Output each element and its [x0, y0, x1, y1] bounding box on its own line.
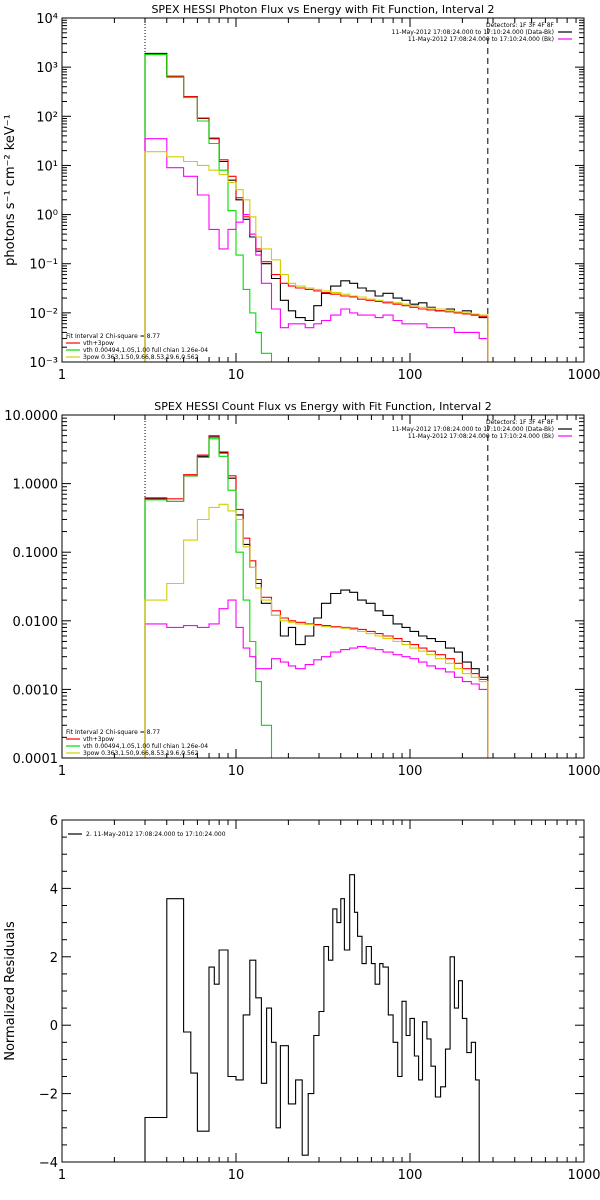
plot-frame — [61, 17, 585, 363]
plot-frame — [61, 414, 585, 759]
chart-title: SPEX HESSI Count Flux vs Energy with Fit… — [154, 400, 491, 413]
x-tick-label: 10 — [228, 368, 245, 383]
chart-title: SPEX HESSI Photon Flux vs Energy with Fi… — [151, 3, 494, 16]
series-line-1 — [144, 53, 489, 362]
x-tick-label: 10 — [228, 1168, 245, 1183]
y-tick-label: 10⁻² — [29, 307, 58, 322]
legend-entry: Detectors: 1F 3F 4F 8F — [486, 22, 555, 29]
y-tick-label: 10⁻¹ — [29, 258, 58, 273]
legend-entry: vth+3pow — [83, 736, 114, 743]
y-axis-label: Normalized Residuals — [3, 921, 18, 1061]
legend-entry: vth 0.00494,1.05,1.00 full chian 1.26e-0… — [83, 347, 208, 354]
series-line-2 — [144, 438, 273, 758]
legend-entry: Fit Interval 2 Chi-square = 8.77 — [66, 729, 160, 736]
legend-entry: Fit Interval 2 Chi-square = 8.77 — [66, 333, 160, 340]
y-tick-label: 10² — [36, 110, 58, 125]
y-tick-label: 10.0000 — [4, 409, 58, 424]
legend-entry: 11-May-2012 17:08:24.000 to 17:10:24.000… — [392, 426, 554, 433]
series-line-2 — [144, 54, 281, 362]
y-tick-label: 4 — [50, 882, 58, 897]
y-tick-label: 1.0000 — [13, 478, 59, 493]
y-tick-label: 0.0001 — [13, 752, 59, 767]
x-tick-label: 1 — [58, 1168, 66, 1183]
series-line-0 — [144, 436, 489, 758]
legend-entry: 11-May-2012 17:08:24.000 to 17:10:24.000… — [408, 433, 554, 440]
series-line-4 — [144, 151, 489, 362]
y-tick-label: 10⁰ — [36, 209, 58, 224]
x-tick-label: 1000 — [567, 764, 600, 779]
series-line-3 — [144, 599, 489, 758]
legend-entry: 11-May-2012 17:08:24.000 to 17:10:24.000… — [392, 29, 554, 36]
chart-panel-3 — [61, 819, 585, 1163]
series-line-0 — [144, 52, 489, 362]
y-tick-label: 0.0010 — [13, 683, 59, 698]
chart-panel-2 — [61, 414, 585, 759]
series-line-4 — [144, 503, 489, 758]
y-tick-label: 10¹ — [36, 159, 58, 174]
x-tick-label: 100 — [398, 764, 423, 779]
legend-entry: 3pow 0.363,1.50,9.66,8.53,19.6,0.562 — [83, 750, 199, 757]
y-tick-label: 0.1000 — [13, 546, 59, 561]
plot-frame — [61, 819, 585, 1163]
x-tick-label: 1 — [58, 764, 66, 779]
legend-entry: vth 0.00494,1.05,1.00 full chian 1.26e-0… — [83, 743, 208, 750]
legend-entry: 3pow 0.363,1.50,9.66,8.53,19.6,0.562 — [83, 354, 199, 361]
series-line-1 — [144, 435, 489, 758]
y-axis-label: photons s⁻¹ cm⁻² keV⁻¹ — [3, 114, 18, 266]
y-tick-label: 0.0100 — [13, 615, 59, 630]
x-tick-label: 100 — [398, 1168, 423, 1183]
x-tick-label: 1000 — [567, 1168, 600, 1183]
y-tick-label: −2 — [39, 1088, 58, 1103]
series-line-0 — [144, 874, 484, 1162]
x-tick-label: 10 — [228, 764, 245, 779]
y-tick-label: 0 — [50, 1019, 58, 1034]
y-tick-label: 10⁴ — [36, 12, 58, 27]
legend-entry: Detectors: 1F 3F 4F 8F — [486, 419, 555, 426]
series-line-3 — [144, 138, 489, 362]
y-tick-label: −4 — [39, 1156, 58, 1171]
y-tick-label: 2 — [50, 951, 58, 966]
x-tick-label: 1000 — [567, 368, 600, 383]
y-tick-label: 10³ — [36, 61, 58, 76]
x-tick-label: 1 — [58, 368, 66, 383]
chart-panel-1 — [61, 17, 585, 363]
y-tick-label: 6 — [50, 814, 58, 829]
legend-entry: 2. 11-May-2012 17:08:24.000 to 17:10:24.… — [86, 831, 226, 838]
legend-entry: vth+3pow — [83, 340, 114, 347]
x-tick-label: 100 — [398, 368, 423, 383]
legend-entry: 11-May-2012 17:08:24.000 to 17:10:24.000… — [408, 36, 554, 43]
y-tick-label: 10⁻³ — [29, 356, 58, 371]
